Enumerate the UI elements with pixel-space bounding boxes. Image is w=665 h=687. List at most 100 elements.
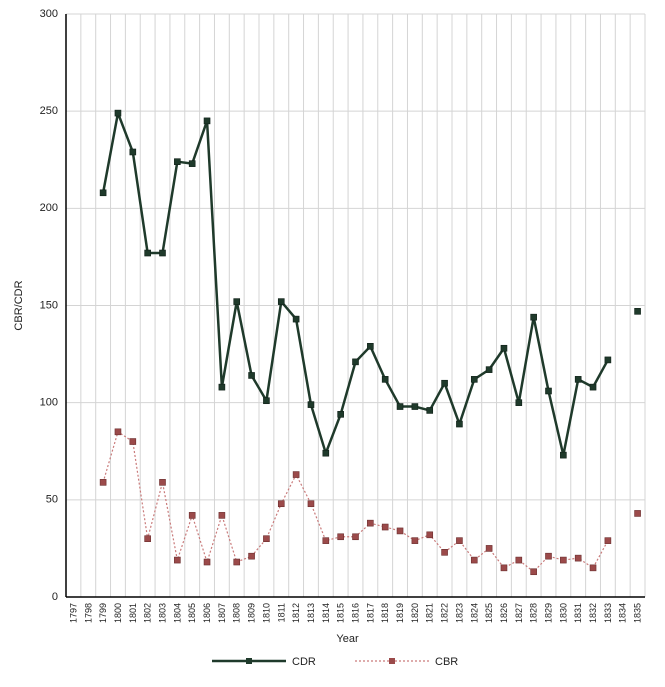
data-point-cbr	[174, 556, 181, 564]
data-point-cdr	[188, 160, 196, 167]
data-point-cbr	[515, 556, 523, 564]
x-tick-label: 1816	[351, 603, 361, 623]
data-point-cbr	[352, 533, 359, 541]
x-tick-label: 1825	[484, 603, 494, 623]
legend: CDR CBR	[212, 656, 458, 668]
data-point-cbr	[545, 552, 552, 560]
data-point-cdr	[485, 366, 493, 373]
x-tick-label: 1813	[306, 603, 316, 623]
data-point-cdr	[233, 298, 241, 305]
x-tick-label: 1814	[321, 603, 331, 623]
x-tick-label: 1826	[499, 603, 509, 623]
data-point-cbr	[426, 531, 434, 539]
data-point-cbr	[485, 545, 493, 552]
data-point-cdr	[545, 387, 552, 395]
data-point-cbr	[441, 549, 448, 556]
data-point-cbr	[144, 535, 151, 543]
data-point-cbr	[411, 537, 419, 544]
x-tick-label: 1823	[454, 603, 464, 623]
data-point-cdr	[634, 308, 641, 315]
x-tick-label: 1829	[544, 603, 554, 623]
data-point-cbr	[114, 428, 122, 436]
data-point-cdr	[367, 343, 374, 350]
x-tick-label: 1831	[573, 603, 583, 623]
data-point-cdr	[144, 249, 151, 257]
x-tick-label: 1827	[514, 603, 524, 623]
x-tick-label: 1799	[98, 603, 108, 623]
x-tick-label: 1812	[291, 603, 301, 623]
legend-marker	[246, 658, 252, 664]
x-tick-label: 1801	[128, 603, 138, 623]
x-tick-labels: 1797 1798 1799 1800 1801 1802 1803 1804 1805 1806…	[68, 603, 642, 623]
legend-marker	[389, 658, 395, 664]
data-point-cdr	[500, 344, 508, 352]
data-point-cdr	[159, 249, 166, 257]
data-point-cdr	[174, 158, 181, 165]
data-point-cbr	[530, 568, 537, 576]
y-tick-label: 300	[40, 8, 58, 20]
data-point-cbr	[456, 537, 463, 544]
x-tick-label: 1819	[395, 603, 405, 623]
x-tick-label: 1810	[261, 603, 271, 623]
data-point-cbr	[634, 510, 641, 517]
data-point-cdr	[203, 117, 211, 125]
x-tick-label: 1806	[202, 603, 212, 623]
series-cdr	[99, 109, 641, 459]
data-point-cdr	[248, 372, 255, 379]
x-tick-label: 1835	[633, 603, 643, 623]
data-point-cbr	[292, 471, 300, 478]
x-tick-label: 1828	[529, 603, 539, 623]
x-tick-label: 1822	[440, 603, 450, 623]
x-tick-label: 1824	[469, 603, 479, 623]
data-point-cbr	[337, 533, 344, 541]
y-tick-label: 0	[52, 591, 58, 603]
x-tick-label: 1818	[380, 603, 390, 623]
data-point-cbr	[560, 556, 567, 564]
data-point-cbr	[233, 558, 241, 566]
x-tick-label: 1832	[588, 603, 598, 623]
data-point-cdr	[337, 411, 344, 418]
x-tick-label: 1811	[276, 603, 286, 622]
data-point-cbr	[188, 512, 196, 519]
data-point-cdr	[307, 401, 315, 408]
x-tick-label: 1805	[187, 603, 197, 623]
data-point-cdr	[589, 383, 597, 391]
data-point-cbr	[129, 438, 137, 445]
data-point-cdr	[515, 399, 523, 406]
data-point-cbr	[396, 527, 404, 535]
legend-item-cbr: CBR	[355, 656, 458, 668]
y-tick-label: 250	[40, 105, 58, 117]
x-tick-label: 1834	[618, 603, 628, 623]
y-tick-labels: 0 50 100 150 200 250 300	[40, 8, 58, 603]
x-tick-label: 1808	[232, 603, 242, 623]
data-point-cdr	[396, 403, 404, 410]
data-point-cdr	[352, 358, 359, 366]
data-point-cbr	[277, 500, 285, 508]
data-point-cdr	[441, 379, 448, 387]
x-tick-label: 1807	[217, 603, 227, 623]
y-tick-label: 100	[40, 397, 58, 409]
x-axis-title: Year	[336, 633, 359, 645]
data-point-cdr	[411, 403, 419, 410]
data-point-cdr	[322, 449, 330, 457]
data-point-cdr	[426, 407, 434, 414]
data-point-cdr	[114, 109, 122, 117]
series-layer	[99, 109, 641, 576]
data-point-cdr	[218, 383, 226, 391]
y-axis-title: CBR/CDR	[13, 280, 25, 330]
data-point-cbr	[381, 523, 389, 531]
data-point-cdr	[99, 189, 107, 197]
x-tick-label: 1830	[558, 603, 568, 623]
data-point-cbr	[248, 552, 255, 560]
x-tick-label: 1804	[172, 603, 182, 623]
data-point-cdr	[560, 451, 567, 459]
legend-label: CBR	[435, 656, 458, 668]
data-point-cbr	[263, 535, 270, 543]
x-tick-label: 1797	[68, 603, 78, 623]
data-point-cdr	[604, 356, 612, 364]
axes	[65, 14, 645, 598]
x-tick-label: 1833	[603, 603, 613, 623]
data-point-cbr	[470, 556, 478, 564]
data-point-cbr	[307, 500, 315, 508]
